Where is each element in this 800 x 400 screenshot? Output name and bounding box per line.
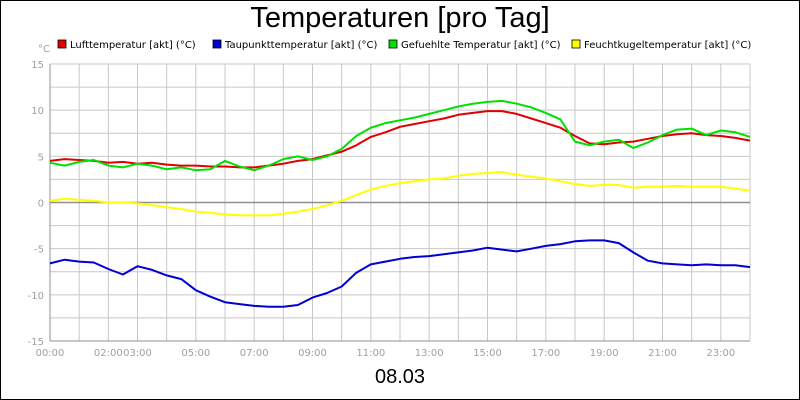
- x-tick-label: 05:00: [181, 348, 210, 359]
- x-tick-label: 02:00: [94, 348, 123, 359]
- x-tick-label: 19:00: [590, 348, 619, 359]
- legend-swatch: [212, 39, 222, 49]
- x-tick-label: 11:00: [356, 348, 385, 359]
- legend-swatch: [388, 39, 398, 49]
- x-tick-label: 17:00: [531, 348, 560, 359]
- x-tick-label: 13:00: [415, 348, 444, 359]
- x-tick-label: 09:00: [298, 348, 327, 359]
- legend-swatch: [57, 39, 67, 49]
- legend-label: Feuchtkugeltemperatur [akt] (°C): [584, 40, 751, 51]
- y-axis-unit: °C: [38, 44, 50, 55]
- y-tick-label: 0: [38, 199, 44, 210]
- y-tick-label: 15: [31, 60, 44, 71]
- legend-label: Taupunkttemperatur [akt] (°C): [224, 40, 377, 51]
- y-tick-label: 10: [31, 106, 44, 117]
- x-tick-label: 03:00: [123, 348, 152, 359]
- x-tick-label: 07:00: [240, 348, 269, 359]
- x-tick-label: 21:00: [648, 348, 677, 359]
- x-tick-label: 23:00: [706, 348, 735, 359]
- x-axis-label: 08.03: [374, 366, 426, 388]
- series-lines: [49, 99, 751, 308]
- legend-label: Lufttemperatur [akt] (°C): [70, 40, 196, 51]
- y-tick-label: 5: [38, 152, 44, 163]
- series-line-0: [49, 110, 751, 169]
- y-tick-label: -5: [34, 245, 44, 256]
- grid: [49, 63, 751, 342]
- x-tick-label: 00:00: [36, 348, 65, 359]
- y-tick-label: -10: [28, 291, 44, 302]
- chart-title: Temperaturen [pro Tag]: [250, 2, 550, 34]
- y-tick-label: -15: [28, 337, 44, 348]
- x-tick-label: 15:00: [473, 348, 502, 359]
- series-line-2: [49, 99, 751, 172]
- series-line-1: [49, 239, 751, 308]
- legend: Lufttemperatur [akt] (°C) Taupunkttempera…: [57, 39, 751, 51]
- legend-label: Gefuehlte Temperatur [akt] (°C): [401, 40, 561, 51]
- legend-swatch: [571, 39, 581, 49]
- series-line-3: [49, 171, 751, 217]
